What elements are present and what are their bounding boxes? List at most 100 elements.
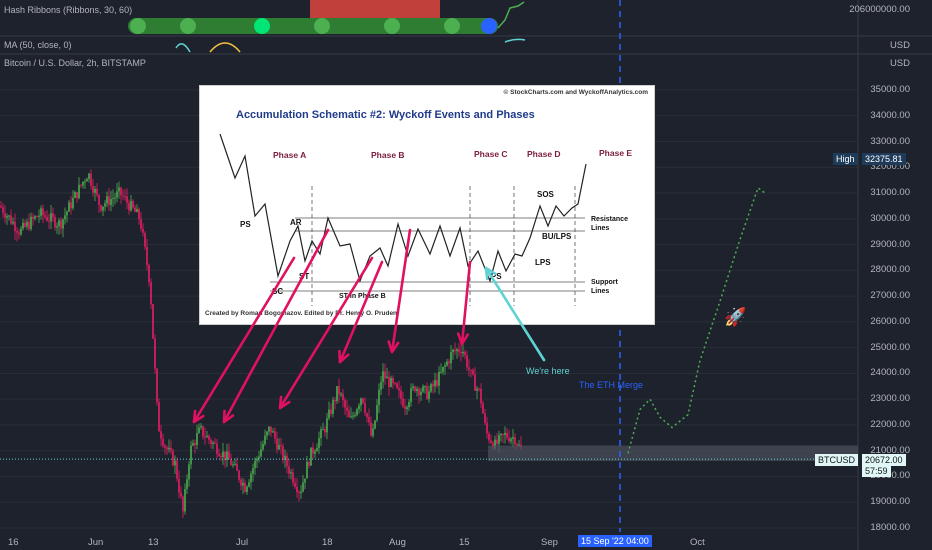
candle-body bbox=[164, 445, 166, 448]
candle-body bbox=[324, 429, 326, 433]
candle-body bbox=[288, 466, 290, 474]
candle-body bbox=[408, 402, 410, 408]
candle-body bbox=[488, 433, 490, 441]
candle-body bbox=[58, 220, 60, 227]
rocket-icon: 🚀 bbox=[724, 307, 747, 327]
candle-body bbox=[194, 443, 196, 446]
candle-body bbox=[44, 215, 46, 217]
candle-body bbox=[30, 216, 32, 230]
candle-body bbox=[482, 403, 484, 414]
hash-ribbons-label[interactable]: Hash Ribbons (Ribbons, 30, 60) bbox=[4, 5, 133, 15]
candle-body bbox=[218, 454, 220, 457]
candle-body bbox=[402, 398, 404, 407]
candle-body bbox=[168, 447, 170, 450]
candle-body bbox=[434, 380, 436, 387]
candle-body bbox=[336, 386, 338, 402]
candle-body bbox=[480, 388, 482, 404]
candle-body bbox=[474, 374, 476, 391]
hash-signal-dot bbox=[314, 18, 330, 34]
candle-body bbox=[142, 228, 144, 233]
price-tick: 18000.00 bbox=[870, 522, 910, 533]
candle-body bbox=[504, 432, 506, 436]
high-value: 32375.81 bbox=[862, 153, 906, 165]
candle-body bbox=[282, 446, 284, 461]
candle-body bbox=[410, 388, 412, 403]
candle-body bbox=[370, 422, 372, 436]
symbol-label[interactable]: Bitcoin / U.S. Dollar, 2h, BITSTAMP bbox=[4, 58, 146, 68]
candle-body bbox=[108, 196, 110, 206]
candle-body bbox=[210, 439, 212, 444]
candle-body bbox=[96, 188, 98, 195]
candle-body bbox=[412, 386, 414, 389]
candle-body bbox=[100, 204, 102, 211]
candle-body bbox=[338, 386, 340, 395]
candle-body bbox=[4, 213, 6, 218]
candle-body bbox=[172, 450, 174, 466]
candle-body bbox=[174, 460, 176, 466]
usd-label-2: USD bbox=[889, 58, 910, 69]
wyckoff-drawing bbox=[219, 133, 587, 306]
candle-body bbox=[378, 389, 380, 406]
hash-value: 206000000.00 bbox=[849, 4, 910, 15]
candle-body bbox=[518, 444, 520, 446]
hash-signal-dot bbox=[180, 18, 196, 34]
candle-body bbox=[34, 216, 36, 219]
candle-body bbox=[264, 435, 266, 445]
candle-body bbox=[448, 361, 450, 364]
candle-body bbox=[136, 209, 138, 213]
usd-label-1: USD bbox=[889, 40, 910, 51]
price-tick: 23000.00 bbox=[870, 393, 910, 405]
time-tick: 18 bbox=[322, 537, 333, 548]
candle-body bbox=[374, 420, 376, 429]
candle-body bbox=[138, 209, 140, 219]
candle-body bbox=[230, 459, 232, 466]
candle-body bbox=[234, 463, 236, 465]
candle-body bbox=[48, 220, 50, 222]
candle-body bbox=[462, 351, 464, 354]
candle-body bbox=[114, 197, 116, 199]
ma-label[interactable]: MA (50, close, 0) bbox=[4, 40, 72, 50]
candle-body bbox=[124, 196, 126, 198]
candle-body bbox=[254, 460, 256, 469]
candle-body bbox=[418, 388, 420, 396]
candle-body bbox=[330, 409, 332, 414]
candle-body bbox=[326, 418, 328, 433]
candle-body bbox=[88, 173, 90, 179]
candle-body bbox=[130, 200, 132, 211]
candle-body bbox=[502, 434, 504, 436]
candle-body bbox=[154, 338, 156, 369]
candle-body bbox=[196, 433, 198, 446]
candle-body bbox=[494, 439, 496, 449]
candle-body bbox=[250, 473, 252, 483]
candle-body bbox=[128, 202, 130, 211]
candle-body bbox=[148, 264, 150, 283]
candle-body bbox=[170, 447, 172, 451]
phase-d: Phase D bbox=[527, 149, 561, 159]
candle-body bbox=[430, 384, 432, 392]
candle-body bbox=[258, 456, 260, 459]
candle-body bbox=[342, 393, 344, 401]
candle-body bbox=[106, 196, 108, 204]
candle-body bbox=[42, 208, 44, 216]
candle-body bbox=[104, 203, 106, 207]
support-zone bbox=[488, 445, 858, 462]
candle-body bbox=[188, 464, 190, 480]
candle-body bbox=[472, 369, 474, 375]
candle-body bbox=[36, 216, 38, 218]
candle-body bbox=[348, 410, 350, 418]
candle-body bbox=[86, 178, 88, 182]
hash-ribbon-red bbox=[310, 0, 440, 20]
candle-body bbox=[380, 381, 382, 390]
candle-body bbox=[166, 447, 168, 450]
candle-body bbox=[444, 365, 446, 367]
candle-body bbox=[204, 436, 206, 438]
btc-timer: 57:59 bbox=[862, 465, 891, 477]
eth-merge-label: The ETH Merge bbox=[579, 380, 644, 390]
candle-body bbox=[244, 482, 246, 493]
candle-body bbox=[206, 435, 208, 438]
candle-body bbox=[446, 361, 448, 366]
hash-ribbon-band bbox=[128, 18, 498, 34]
candle-body bbox=[102, 206, 104, 211]
candle-body bbox=[276, 438, 278, 450]
